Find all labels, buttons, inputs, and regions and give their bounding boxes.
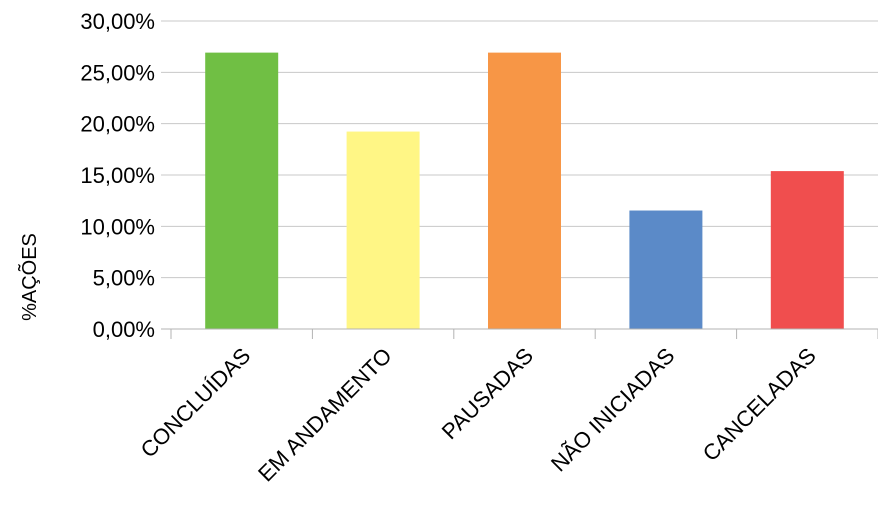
bar <box>629 210 703 329</box>
bar <box>488 52 561 329</box>
x-tick-label: CANCELADAS <box>698 343 821 466</box>
x-tick-label: EM ANDAMENTO <box>253 343 397 487</box>
y-tick-label: 15,00% <box>80 163 155 188</box>
y-tick-label: 10,00% <box>80 214 155 239</box>
y-tick-label: 25,00% <box>80 60 155 85</box>
axes <box>161 328 878 339</box>
y-tick-label: 20,00% <box>80 112 155 137</box>
labels: 0,00% 5,00% 10,00% 15,00% 20,00% 25,00% 30,00%… <box>80 9 820 486</box>
y-axis-title: %AÇÕES <box>17 233 41 321</box>
y-tick-label: 5,00% <box>93 266 155 291</box>
bar <box>205 52 279 329</box>
y-tick-label: 0,00% <box>93 317 155 342</box>
bar <box>346 131 420 329</box>
bar <box>770 171 844 329</box>
x-tick-label: PAUSADAS <box>437 343 538 444</box>
x-tick-label: CONCLUÍDAS <box>136 343 256 463</box>
bars <box>205 52 844 329</box>
x-tick-label: NÃO INICIADAS <box>546 343 680 477</box>
y-tick-label: 30,00% <box>80 9 155 34</box>
